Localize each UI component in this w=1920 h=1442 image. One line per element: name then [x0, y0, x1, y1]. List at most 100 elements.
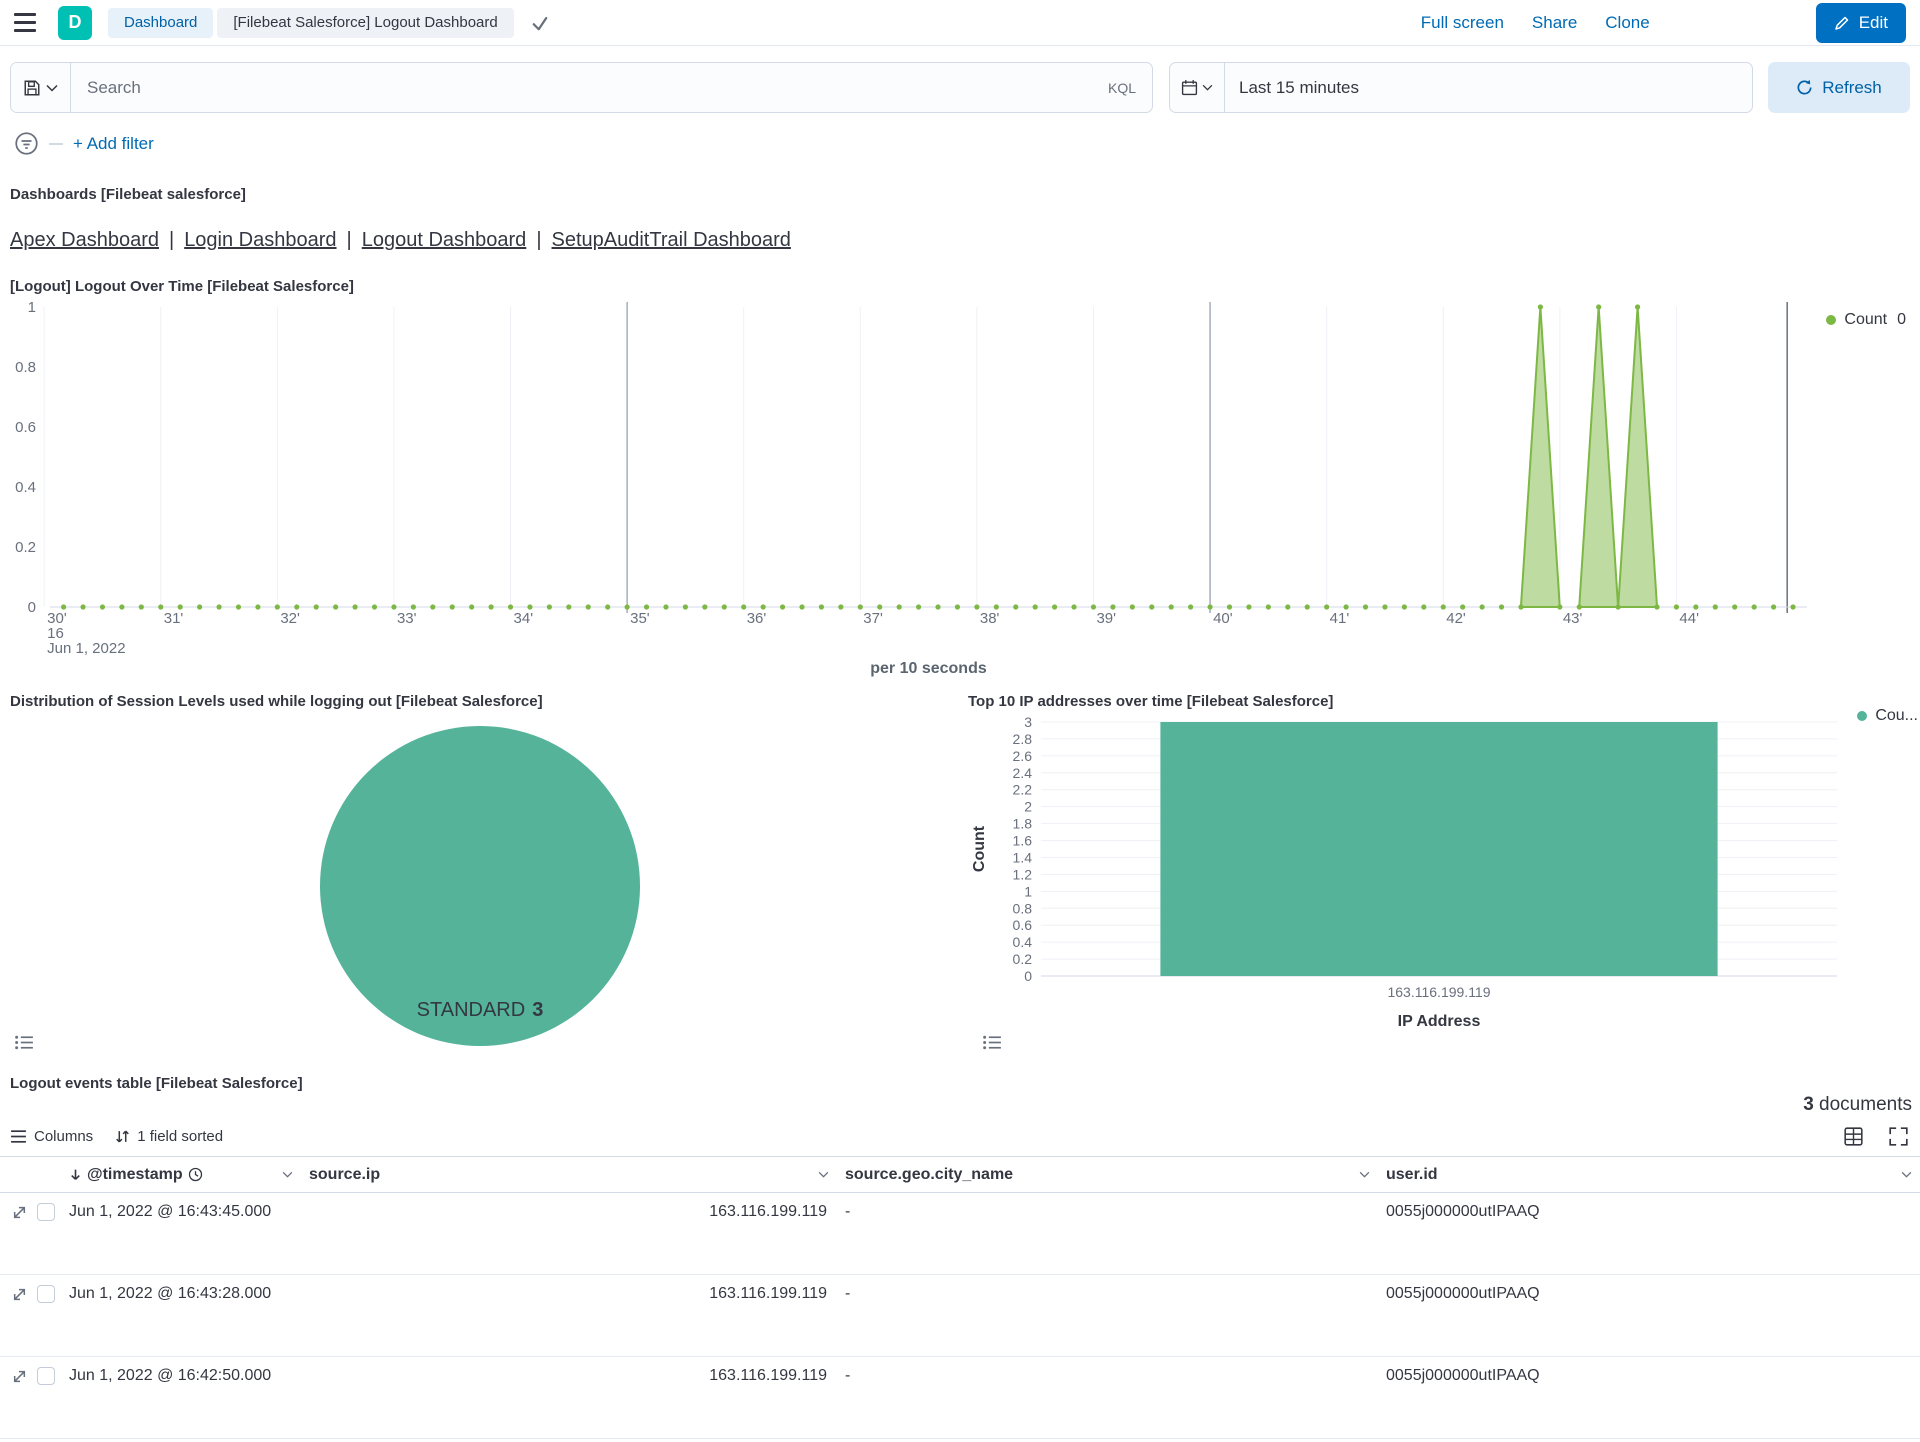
sort-desc-icon [69, 1168, 82, 1182]
calendar-menu-button[interactable] [1170, 63, 1225, 112]
link-setupaudittrail-dashboard[interactable]: SetupAuditTrail Dashboard [552, 229, 791, 251]
pencil-icon [1834, 15, 1850, 31]
add-filter-button[interactable]: + Add filter [73, 134, 154, 154]
svg-text:40': 40' [1213, 610, 1233, 627]
share-button[interactable]: Share [1532, 13, 1577, 33]
sort-fields-button[interactable]: 1 field sorted [115, 1128, 223, 1145]
refresh-button[interactable]: Refresh [1768, 62, 1910, 113]
link-logout-dashboard[interactable]: Logout Dashboard [362, 229, 527, 251]
column-label: user.id [1386, 1166, 1438, 1184]
svg-text:1: 1 [28, 299, 36, 316]
logout-events-table-panel: Logout events table [Filebeat Salesforce… [0, 1075, 1920, 1439]
svg-text:35': 35' [630, 610, 650, 627]
legend-toggle-icon[interactable] [12, 1032, 37, 1053]
panel-title: Distribution of Session Levels used whil… [10, 693, 968, 710]
cell-timestamp: Jun 1, 2022 @ 16:43:28.000 [61, 1275, 301, 1356]
svg-text:0.2: 0.2 [15, 539, 36, 556]
search-group: KQL [10, 62, 1153, 113]
chevron-down-icon[interactable] [1901, 1171, 1912, 1178]
pie-slice-name: STANDARD [417, 999, 526, 1021]
expand-row-icon[interactable] [0, 1357, 33, 1438]
cell-city-name: - [837, 1193, 1378, 1274]
cell-timestamp: Jun 1, 2022 @ 16:42:50.000 [61, 1357, 301, 1438]
display-options-icon[interactable] [1842, 1125, 1865, 1148]
header-city-name[interactable]: source.geo.city_name [837, 1157, 1378, 1192]
table-row: Jun 1, 2022 @ 16:43:28.000 163.116.199.1… [0, 1275, 1920, 1357]
refresh-button-label: Refresh [1822, 78, 1882, 98]
dashboard-links: Apex Dashboard|Login Dashboard|Logout Da… [10, 229, 1910, 252]
chevron-down-icon[interactable] [282, 1171, 293, 1178]
filter-bar: + Add filter [14, 131, 1906, 156]
legend-series-name: Count [1844, 311, 1887, 329]
time-range-button[interactable]: Last 15 minutes [1225, 63, 1373, 112]
columns-button-label: Columns [34, 1128, 93, 1145]
cell-user-id: 0055j000000utIPAAQ [1378, 1357, 1920, 1438]
svg-text:2.2: 2.2 [1013, 782, 1033, 798]
cell-source-ip: 163.116.199.119 [301, 1357, 837, 1438]
documents-count-value: 3 [1803, 1094, 1814, 1115]
search-input[interactable] [71, 63, 1108, 112]
link-apex-dashboard[interactable]: Apex Dashboard [10, 229, 159, 251]
svg-text:1.2: 1.2 [1013, 866, 1033, 882]
full-screen-button[interactable]: Full screen [1421, 13, 1504, 33]
events-data-grid: @timestamp source.ip [0, 1156, 1920, 1439]
svg-text:1.6: 1.6 [1013, 833, 1033, 849]
fullscreen-icon[interactable] [1887, 1125, 1910, 1148]
row-checkbox[interactable] [37, 1203, 55, 1221]
chevron-down-icon[interactable] [1359, 1171, 1370, 1178]
svg-text:1.8: 1.8 [1013, 816, 1033, 832]
breadcrumb: Dashboard [Filebeat Salesforce] Logout D… [108, 8, 514, 38]
filter-set-icon[interactable] [14, 131, 39, 156]
panel-title: [Logout] Logout Over Time [Filebeat Sale… [10, 278, 1920, 295]
svg-text:0.6: 0.6 [1013, 917, 1033, 933]
data-grid-toolbar: Columns 1 field sorted [0, 1116, 1920, 1156]
column-label: source.geo.city_name [845, 1166, 1013, 1184]
panel-title: Top 10 IP addresses over time [Filebeat … [968, 693, 1920, 710]
area-chart: 00.20.40.60.8130'31'32'33'34'35'36'37'38… [10, 299, 1920, 681]
column-label: source.ip [309, 1166, 380, 1184]
svg-text:31': 31' [164, 610, 184, 627]
space-avatar[interactable]: D [58, 6, 92, 40]
svg-text:0.2: 0.2 [1013, 951, 1033, 967]
table-row: Jun 1, 2022 @ 16:42:50.000 163.116.199.1… [0, 1357, 1920, 1439]
expand-row-icon[interactable] [0, 1275, 33, 1356]
expand-row-icon[interactable] [0, 1193, 33, 1274]
legend-toggle-icon[interactable] [980, 1032, 1005, 1053]
space-letter: D [69, 12, 82, 33]
svg-text:0.4: 0.4 [15, 479, 36, 496]
row-checkbox[interactable] [37, 1367, 55, 1385]
cell-source-ip: 163.116.199.119 [301, 1275, 837, 1356]
area-chart-legend[interactable]: Count 0 [1826, 311, 1906, 329]
menu-icon[interactable] [14, 8, 44, 38]
dashboard-grid: Dashboards [Filebeat salesforce] Apex Da… [0, 186, 1920, 1439]
link-login-dashboard[interactable]: Login Dashboard [184, 229, 336, 251]
svg-text:0.8: 0.8 [15, 359, 36, 376]
pie-slice-label: STANDARD3 [417, 999, 544, 1022]
legend-series-value: 0 [1897, 311, 1906, 329]
clone-button[interactable]: Clone [1605, 13, 1649, 33]
chevron-down-icon [1202, 84, 1213, 91]
row-checkbox[interactable] [37, 1285, 55, 1303]
svg-text:43': 43' [1563, 610, 1583, 627]
columns-icon [10, 1129, 27, 1144]
svg-text:per 10 seconds: per 10 seconds [870, 660, 987, 677]
bar-chart-legend[interactable]: Cou... [1857, 707, 1918, 725]
pie-slice-standard[interactable]: STANDARD3 [320, 726, 640, 1046]
svg-text:34': 34' [514, 610, 534, 627]
svg-text:1: 1 [1024, 883, 1032, 899]
data-grid-header: @timestamp source.ip [0, 1156, 1920, 1193]
breadcrumb-dashboard[interactable]: Dashboard [108, 8, 213, 38]
cell-user-id: 0055j000000utIPAAQ [1378, 1275, 1920, 1356]
markdown-panel: Dashboards [Filebeat salesforce] Apex Da… [10, 186, 1910, 252]
edit-button[interactable]: Edit [1816, 3, 1906, 43]
query-bar: KQL Last 15 minutes Refresh [10, 62, 1910, 113]
chevron-down-icon[interactable] [818, 1171, 829, 1178]
header-source-ip[interactable]: source.ip [301, 1157, 837, 1192]
svg-text:44': 44' [1679, 610, 1699, 627]
header-timestamp[interactable]: @timestamp [61, 1157, 301, 1192]
markdown-heading: Dashboards [Filebeat salesforce] [10, 186, 1910, 203]
kql-label[interactable]: KQL [1108, 80, 1152, 96]
columns-button[interactable]: Columns [10, 1128, 93, 1145]
saved-query-menu-button[interactable] [11, 63, 71, 112]
header-user-id[interactable]: user.id [1378, 1157, 1920, 1192]
